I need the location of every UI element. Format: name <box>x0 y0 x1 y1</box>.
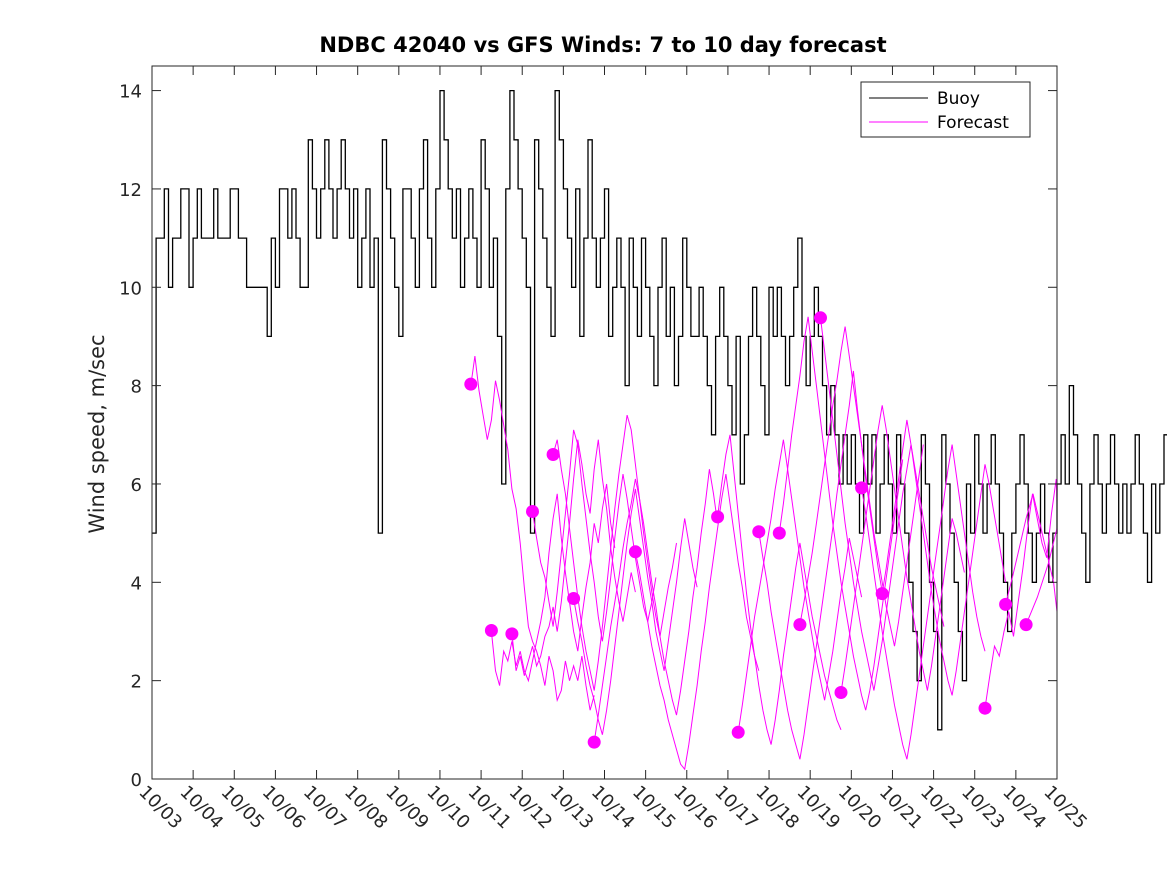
y-tick-label: 2 <box>131 672 142 693</box>
y-tick-label: 12 <box>119 180 142 201</box>
forecast-run-start-marker-20 <box>1019 618 1033 632</box>
forecast-run-start-marker-1 <box>464 377 478 391</box>
forecast-run-start-marker-6 <box>567 592 581 605</box>
forecast-run-start-marker-8 <box>628 545 642 559</box>
forecast-run-line-8 <box>634 474 760 771</box>
y-tick-label: 10 <box>119 278 142 299</box>
forecast-run-start-marker-10 <box>731 725 745 739</box>
forecast-run-start-marker-5 <box>546 448 560 461</box>
legend: Buoy Forecast <box>860 81 1031 138</box>
chart-title: NDBC 42040 vs GFS Winds: 7 to 10 day for… <box>319 33 886 57</box>
forecast-run-line-10 <box>737 439 863 733</box>
y-axis-label: Wind speed, m/sec <box>85 334 109 533</box>
forecast-run-line-7 <box>593 469 719 743</box>
forecast-run-line-14 <box>820 317 945 691</box>
forecast-run-line-15 <box>840 405 965 693</box>
forecast-run-line-9 <box>717 434 842 745</box>
legend-box <box>860 81 1031 138</box>
forecast-run-start-marker-15 <box>834 686 848 699</box>
y-tick-label: 14 <box>119 82 142 103</box>
forecast-run-line-5 <box>552 414 677 691</box>
forecast-run-line-17 <box>881 419 1007 696</box>
forecast-run-line-3 <box>511 439 636 676</box>
y-tick-label: 8 <box>131 377 142 398</box>
forecast-run-line-2 <box>490 483 616 686</box>
forecast-run-line-16 <box>861 444 986 760</box>
forecast-run-start-marker-2 <box>484 624 498 637</box>
forecast-run-start-marker-17 <box>875 587 889 601</box>
legend-forecast-label: Forecast <box>937 113 1009 133</box>
y-tick-label: 4 <box>131 573 142 594</box>
forecast-run-line-12 <box>778 316 904 711</box>
forecast-run-line-13 <box>799 326 924 647</box>
forecast-run-start-marker-11 <box>752 525 766 539</box>
y-tick-label: 0 <box>131 770 142 791</box>
legend-buoy-label: Buoy <box>937 89 980 109</box>
forecast-run-start-marker-18 <box>978 701 992 715</box>
forecast-run-start-marker-19 <box>999 597 1013 611</box>
forecast-run-start-marker-3 <box>505 627 519 641</box>
forecast-run-line-1 <box>470 356 595 711</box>
y-tick-label: 6 <box>131 475 142 496</box>
forecast-run-start-marker-7 <box>587 735 601 749</box>
forecast-run-start-marker-16 <box>855 481 869 495</box>
forecast-run-line-6 <box>573 488 698 735</box>
forecast-run-start-marker-13 <box>793 618 807 632</box>
forecast-run-start-marker-14 <box>814 311 827 325</box>
forecast-run-start-marker-4 <box>526 505 539 518</box>
forecast-run-start-marker-12 <box>772 526 786 540</box>
buoy-series-line <box>152 89 1167 731</box>
forecast-run-start-marker-9 <box>711 510 725 524</box>
